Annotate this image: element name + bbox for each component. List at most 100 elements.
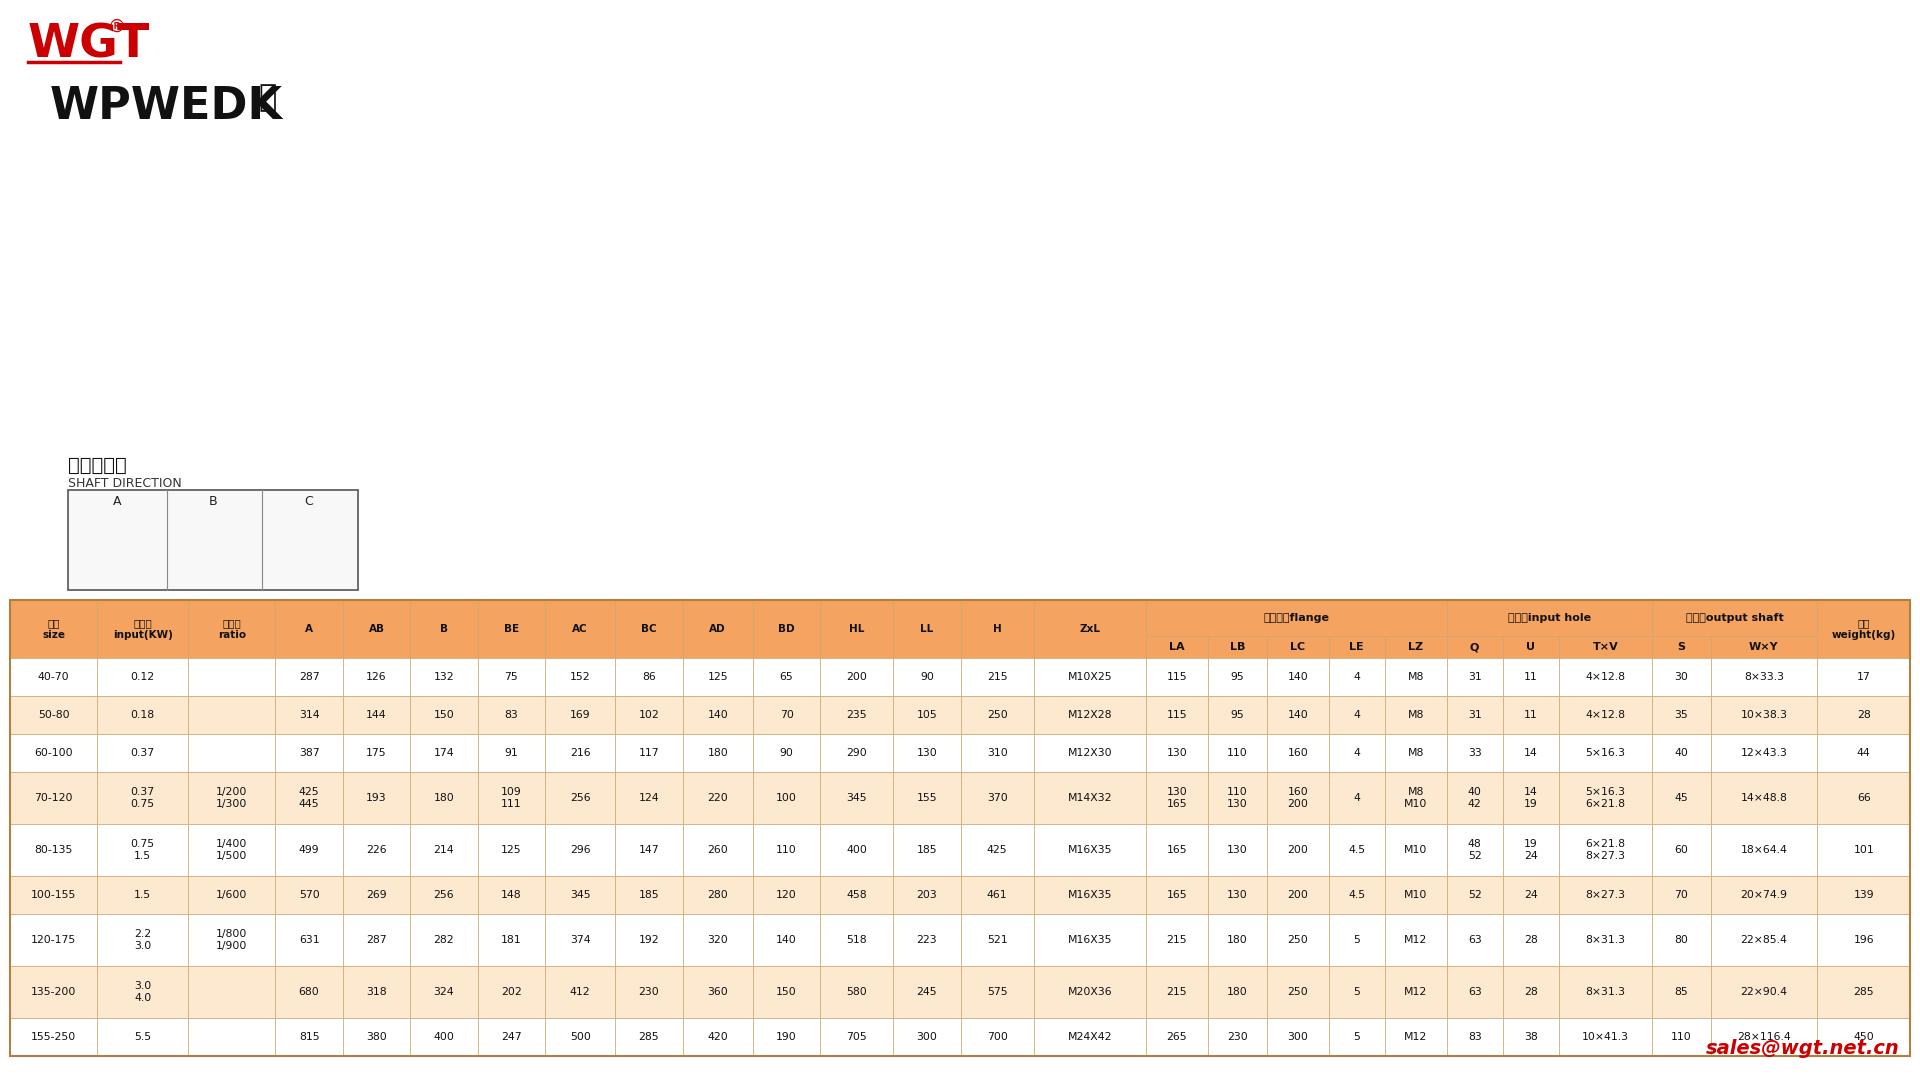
Text: 4: 4 — [1354, 710, 1359, 720]
Text: 100: 100 — [776, 793, 797, 804]
Text: 500: 500 — [570, 1032, 591, 1042]
FancyBboxPatch shape — [478, 658, 545, 696]
Text: 52: 52 — [1467, 890, 1482, 900]
FancyBboxPatch shape — [275, 696, 344, 734]
FancyBboxPatch shape — [1711, 914, 1818, 966]
FancyBboxPatch shape — [1818, 824, 1910, 876]
FancyBboxPatch shape — [1503, 658, 1559, 696]
FancyBboxPatch shape — [960, 734, 1033, 772]
FancyBboxPatch shape — [1267, 658, 1329, 696]
FancyBboxPatch shape — [1559, 772, 1651, 824]
FancyBboxPatch shape — [411, 876, 478, 914]
Text: 155-250: 155-250 — [31, 1032, 77, 1042]
FancyBboxPatch shape — [188, 600, 275, 658]
Text: H: H — [993, 624, 1002, 634]
Text: AC: AC — [572, 624, 588, 634]
Text: M8: M8 — [1407, 710, 1425, 720]
Text: 70: 70 — [780, 710, 793, 720]
FancyBboxPatch shape — [1818, 876, 1910, 914]
FancyBboxPatch shape — [753, 658, 820, 696]
FancyBboxPatch shape — [1818, 600, 1910, 658]
Text: 287: 287 — [367, 935, 386, 945]
Text: 175: 175 — [367, 748, 386, 758]
FancyBboxPatch shape — [684, 696, 753, 734]
Text: 230: 230 — [1227, 1032, 1248, 1042]
FancyBboxPatch shape — [344, 600, 411, 658]
FancyBboxPatch shape — [1503, 824, 1559, 876]
FancyBboxPatch shape — [1559, 696, 1651, 734]
FancyBboxPatch shape — [1384, 824, 1446, 876]
FancyBboxPatch shape — [275, 876, 344, 914]
FancyBboxPatch shape — [1267, 636, 1329, 658]
FancyBboxPatch shape — [1329, 824, 1384, 876]
Text: 265: 265 — [1167, 1032, 1187, 1042]
Text: B: B — [440, 624, 447, 634]
Text: 200: 200 — [847, 672, 868, 681]
FancyBboxPatch shape — [1267, 734, 1329, 772]
FancyBboxPatch shape — [188, 734, 275, 772]
FancyBboxPatch shape — [1711, 696, 1818, 734]
FancyBboxPatch shape — [1329, 772, 1384, 824]
FancyBboxPatch shape — [188, 696, 275, 734]
Text: 165: 165 — [1167, 890, 1187, 900]
Text: 700: 700 — [987, 1032, 1008, 1042]
FancyBboxPatch shape — [98, 772, 188, 824]
Text: 345: 345 — [570, 890, 591, 900]
Text: 140: 140 — [776, 935, 797, 945]
FancyBboxPatch shape — [684, 966, 753, 1018]
Text: AB: AB — [369, 624, 384, 634]
Text: M16X35: M16X35 — [1068, 890, 1112, 900]
FancyBboxPatch shape — [1208, 772, 1267, 824]
FancyBboxPatch shape — [478, 876, 545, 914]
Text: 120: 120 — [776, 890, 797, 900]
FancyBboxPatch shape — [1146, 734, 1208, 772]
FancyBboxPatch shape — [1651, 824, 1711, 876]
FancyBboxPatch shape — [545, 966, 614, 1018]
FancyBboxPatch shape — [1033, 734, 1146, 772]
FancyBboxPatch shape — [893, 772, 960, 824]
FancyBboxPatch shape — [188, 824, 275, 876]
Text: 38: 38 — [1524, 1032, 1538, 1042]
FancyBboxPatch shape — [10, 966, 98, 1018]
FancyBboxPatch shape — [98, 600, 188, 658]
Text: 570: 570 — [300, 890, 319, 900]
Text: 28: 28 — [1524, 935, 1538, 945]
FancyBboxPatch shape — [411, 824, 478, 876]
FancyBboxPatch shape — [1208, 734, 1267, 772]
FancyBboxPatch shape — [960, 696, 1033, 734]
FancyBboxPatch shape — [960, 658, 1033, 696]
FancyBboxPatch shape — [1384, 658, 1446, 696]
Text: 192: 192 — [639, 935, 659, 945]
Text: M12: M12 — [1404, 987, 1427, 997]
FancyBboxPatch shape — [98, 914, 188, 966]
Text: 40: 40 — [1674, 748, 1688, 758]
FancyBboxPatch shape — [1208, 824, 1267, 876]
FancyBboxPatch shape — [1208, 636, 1267, 658]
FancyBboxPatch shape — [753, 1018, 820, 1056]
FancyBboxPatch shape — [1818, 966, 1910, 1018]
Text: 125: 125 — [501, 845, 522, 855]
FancyBboxPatch shape — [344, 734, 411, 772]
FancyBboxPatch shape — [1146, 824, 1208, 876]
Text: 412: 412 — [570, 987, 591, 997]
FancyBboxPatch shape — [960, 876, 1033, 914]
FancyBboxPatch shape — [188, 914, 275, 966]
FancyBboxPatch shape — [684, 824, 753, 876]
FancyBboxPatch shape — [545, 772, 614, 824]
FancyBboxPatch shape — [188, 966, 275, 1018]
FancyBboxPatch shape — [1146, 636, 1208, 658]
FancyBboxPatch shape — [1818, 914, 1910, 966]
FancyBboxPatch shape — [960, 772, 1033, 824]
Text: 80-135: 80-135 — [35, 845, 73, 855]
FancyBboxPatch shape — [1146, 876, 1208, 914]
FancyBboxPatch shape — [1711, 966, 1818, 1018]
FancyBboxPatch shape — [893, 1018, 960, 1056]
FancyBboxPatch shape — [1651, 734, 1711, 772]
Text: 40-70: 40-70 — [38, 672, 69, 681]
Text: 400: 400 — [434, 1032, 455, 1042]
FancyBboxPatch shape — [545, 876, 614, 914]
FancyBboxPatch shape — [614, 658, 684, 696]
Text: 105: 105 — [916, 710, 937, 720]
FancyBboxPatch shape — [98, 966, 188, 1018]
Text: 19
24: 19 24 — [1524, 839, 1538, 861]
